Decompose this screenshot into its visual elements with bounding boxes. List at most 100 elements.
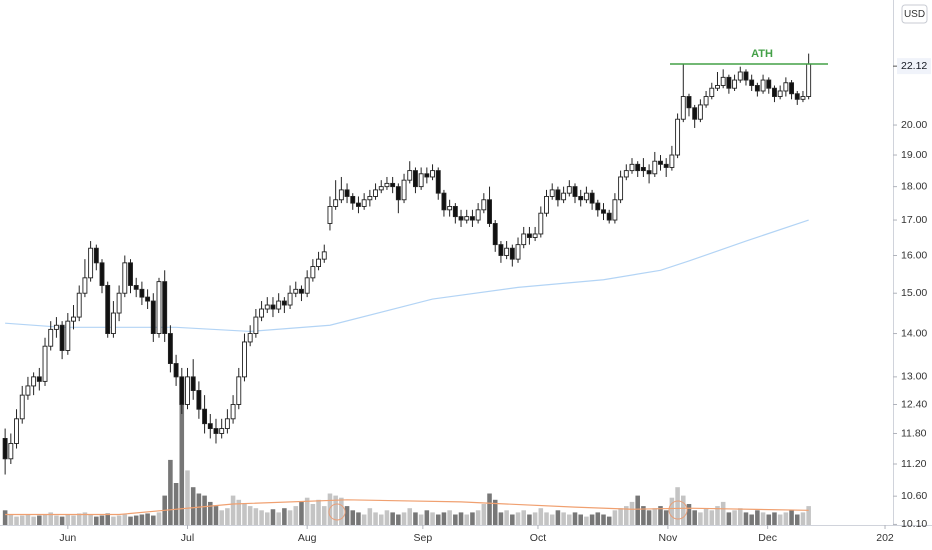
volume-bar — [572, 512, 578, 525]
volume-bar — [538, 508, 544, 525]
volume-bar — [139, 514, 145, 525]
candle-body — [538, 212, 544, 235]
volume-bar — [299, 501, 304, 525]
candle-body — [53, 324, 59, 330]
candle-body — [578, 196, 584, 201]
volume-bar — [48, 512, 53, 525]
volume-bar — [202, 495, 207, 525]
volume-bar — [344, 506, 350, 525]
candle-body — [760, 79, 766, 92]
candle-body — [36, 376, 42, 382]
candle-body — [14, 418, 19, 444]
volume-bar — [777, 514, 783, 525]
volume-bar — [253, 508, 259, 525]
candle-body — [350, 196, 356, 204]
candle-body — [675, 118, 681, 156]
volume-bar — [703, 508, 709, 525]
candle-body — [287, 292, 293, 306]
candle-body — [281, 300, 287, 306]
candle-body — [48, 328, 54, 347]
candle-body — [133, 285, 139, 290]
volume-bar — [430, 512, 435, 525]
candle-body — [110, 312, 116, 334]
candle-body — [71, 316, 76, 322]
candle-body — [316, 258, 322, 268]
candle-body — [800, 96, 806, 100]
candle-body — [692, 107, 698, 120]
candle-body — [492, 223, 498, 246]
candle-body — [139, 288, 145, 298]
volume-bar — [230, 495, 236, 525]
candle-body — [270, 304, 276, 310]
y-tick-label: 18.00 — [901, 180, 927, 192]
candle-body — [264, 304, 270, 310]
candle-body — [783, 82, 789, 92]
candle-body — [356, 202, 361, 207]
y-tick-label: 17.00 — [901, 214, 927, 226]
volume-bar — [794, 514, 800, 525]
y-tick-label: 11.80 — [901, 427, 927, 439]
volume-bar — [173, 483, 179, 525]
candle-body — [378, 186, 384, 191]
candle-body — [458, 216, 464, 221]
volume-bar — [709, 510, 715, 525]
volume-bar — [783, 512, 789, 525]
volume-bar — [595, 512, 601, 525]
candle-body — [207, 423, 213, 429]
volume-bar — [521, 510, 526, 525]
x-tick-label: Jul — [181, 532, 194, 544]
candle-body — [629, 163, 635, 172]
candle-body — [715, 85, 720, 89]
candle-body — [772, 87, 777, 97]
candle-body — [156, 281, 162, 334]
y-tick-label: 10.60 — [901, 490, 927, 502]
candle-body — [583, 192, 589, 201]
candle-body — [338, 189, 344, 201]
y-tick-label: 16.00 — [901, 249, 927, 261]
candle-body — [549, 189, 555, 197]
candle-body — [697, 104, 703, 120]
volume-bar — [658, 506, 663, 525]
candle-body — [572, 186, 578, 197]
candle-body — [669, 154, 675, 168]
candle-body — [589, 192, 595, 204]
last-price-box — [897, 58, 931, 75]
volume-bar — [589, 514, 595, 525]
candle-body — [116, 292, 122, 314]
candle-body — [652, 160, 658, 175]
candle-body — [185, 376, 190, 405]
volume-bar — [37, 515, 42, 525]
y-tick-label: 14.00 — [901, 327, 927, 339]
candle-body — [703, 96, 709, 106]
x-tick-label: 202 — [876, 532, 894, 544]
candle-body — [390, 182, 396, 188]
candle-body — [452, 206, 458, 218]
volume-bar — [760, 512, 766, 525]
y-tick-label: 20.00 — [901, 119, 927, 131]
volume-bar — [247, 506, 253, 525]
x-tick-label: Sep — [414, 532, 433, 544]
volume-bar — [743, 512, 749, 525]
volume-bar — [25, 514, 31, 525]
candle-body — [259, 308, 265, 318]
candle-body — [418, 173, 424, 188]
volume-bar — [635, 495, 640, 525]
candle-body — [105, 285, 111, 334]
volume-bar — [42, 514, 48, 525]
candle-body — [435, 170, 441, 194]
candle-body — [709, 87, 715, 97]
volume-bar — [464, 514, 470, 525]
candle-body — [224, 418, 230, 429]
volume-bar — [624, 506, 629, 525]
x-tick-label: Jun — [59, 532, 76, 544]
candle-body — [82, 277, 88, 294]
volume-bar — [31, 516, 36, 525]
candle-body — [441, 192, 447, 211]
candle-body — [686, 96, 692, 109]
candle-body — [42, 345, 48, 382]
volume-bar — [527, 514, 532, 525]
candle-body — [99, 262, 105, 286]
volume-bar — [213, 506, 219, 525]
currency-box[interactable] — [901, 4, 928, 24]
